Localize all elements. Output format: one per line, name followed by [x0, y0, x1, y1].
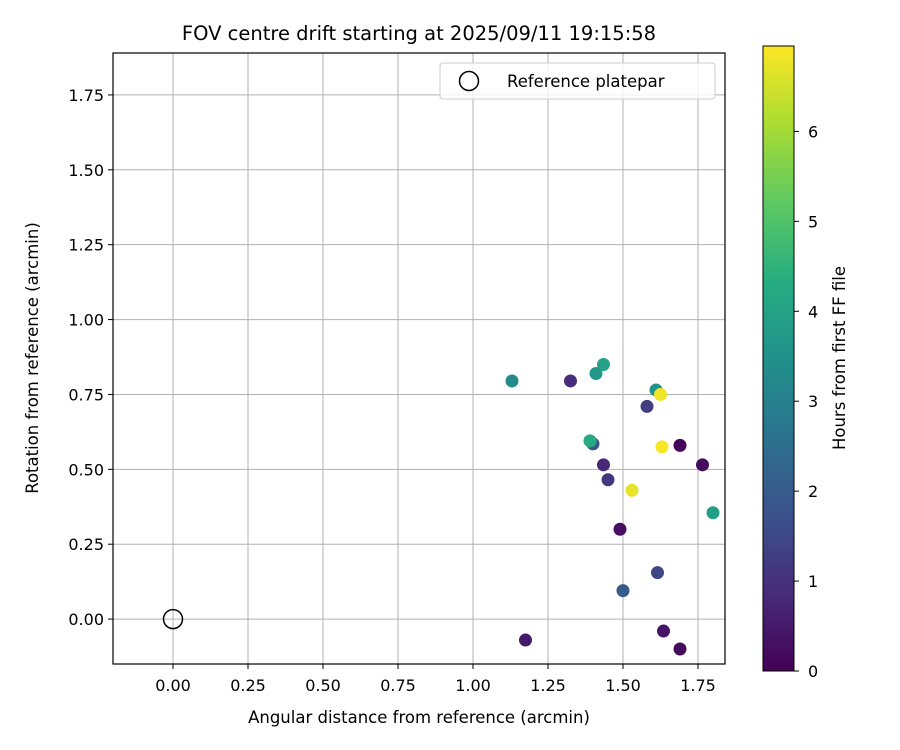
plot-frame: [112, 52, 726, 665]
data-point: [519, 633, 532, 647]
reference-platepar-marker: [162, 608, 184, 630]
x-tick-label: 1.50: [605, 676, 641, 695]
axis-ticks: 0.00 0.25 0.50 0.75 1.00 1.25 1.50 1.75 0.00 0.25…: [68, 86, 715, 695]
data-point: [655, 440, 669, 454]
data-point: [597, 357, 610, 371]
y-tick-label: 0.75: [68, 385, 104, 404]
x-tick-label: 1.25: [530, 676, 566, 695]
y-tick-label: 1.75: [68, 86, 104, 105]
grid-lines: [113, 53, 725, 664]
legend-marker-reference: [458, 70, 480, 92]
chart-title: FOV centre drift starting at 2025/09/11 …: [182, 22, 656, 45]
colorbar-tick-label: 5: [808, 212, 818, 231]
data-point: [589, 366, 603, 380]
y-tick-label: 0.00: [68, 610, 104, 629]
colorbar-tick-label: 4: [808, 302, 818, 321]
data-point: [673, 438, 687, 452]
data-point: [583, 434, 597, 448]
data-point: [696, 458, 709, 472]
x-tick-label: 0.75: [380, 676, 416, 695]
data-point: [613, 522, 627, 536]
data-point: [654, 387, 667, 401]
data-point: [601, 473, 615, 487]
colorbar-tick-label: 1: [808, 572, 818, 591]
colorbar-gradient: [762, 45, 795, 672]
y-axis-label: Rotation from reference (arcmin): [23, 222, 42, 494]
colorbar-tick-label: 6: [808, 122, 818, 141]
data-point: [673, 642, 687, 656]
data-point: [640, 399, 654, 413]
x-tick-label: 0.50: [305, 676, 341, 695]
data-point: [564, 374, 577, 388]
data-point: [625, 483, 639, 497]
x-tick-label: 0.25: [230, 676, 266, 695]
y-tick-label: 1.00: [68, 311, 104, 330]
colorbar-tick-label: 0: [808, 662, 818, 681]
data-point: [505, 374, 519, 388]
colorbar-tick-label: 3: [808, 392, 818, 411]
data-point: [706, 506, 720, 520]
x-tick-label: 1.75: [680, 676, 716, 695]
colorbar-label: Hours from first FF file: [830, 266, 849, 450]
x-tick-label: 0.00: [155, 676, 191, 695]
x-axis-label: Angular distance from reference (arcmin): [248, 708, 590, 727]
colorbar: 0 1 2 3 4 5 6 Hours from first FF file: [762, 45, 849, 681]
data-point: [657, 624, 670, 638]
data-points: [505, 357, 720, 656]
y-tick-label: 0.50: [68, 460, 104, 479]
data-point: [651, 566, 664, 580]
y-tick-label: 1.50: [68, 161, 104, 180]
y-tick-label: 0.25: [68, 535, 104, 554]
legend-label-reference: Reference platepar: [507, 72, 665, 91]
data-point: [616, 584, 630, 598]
colorbar-ticks: 0 1 2 3 4 5 6: [794, 122, 818, 681]
colorbar-tick-label: 2: [808, 482, 818, 501]
y-tick-label: 1.25: [68, 236, 104, 255]
data-point: [597, 458, 610, 472]
x-tick-label: 1.00: [455, 676, 491, 695]
legend-box: Reference platepar: [439, 62, 716, 100]
